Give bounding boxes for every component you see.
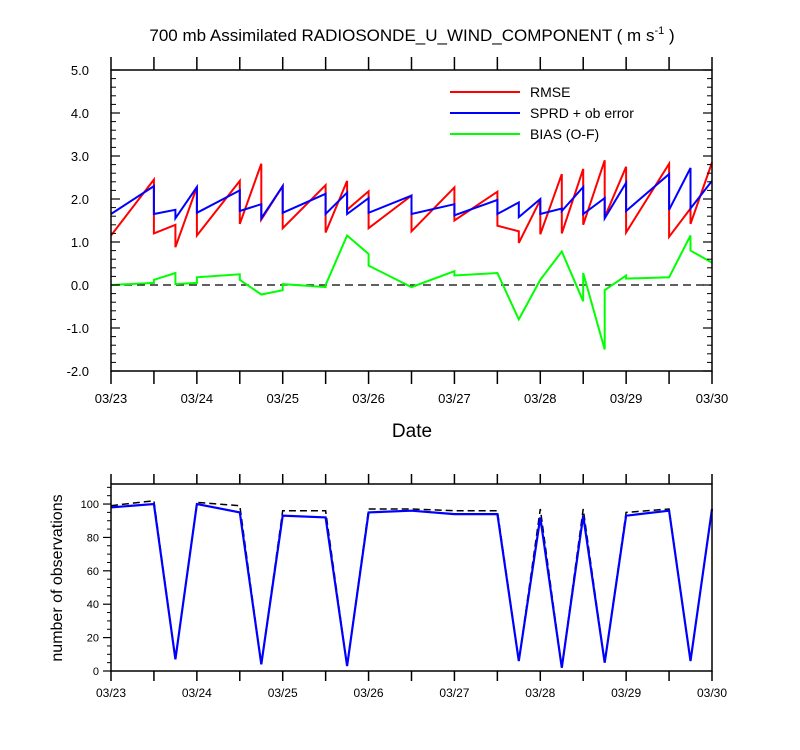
top-x-axis-title: Date: [392, 421, 432, 442]
bottom-x-tick-label: 03/29: [611, 686, 641, 700]
bottom-x-tick-label: 03/26: [354, 686, 384, 700]
bottom-y-tick-label: 80: [87, 532, 99, 544]
y-tick-label: 3.0: [71, 149, 89, 164]
bottom-chart-panel: 0 20 40 60 80 100 03/23 03/24 03/25 03/26 03/27 03/…: [49, 474, 727, 700]
y-tick-label: 2.0: [71, 192, 89, 207]
bottom-y-tick-label: 0: [93, 666, 99, 678]
x-tick-label: 03/25: [266, 391, 299, 406]
bottom-plot-frame: [110, 483, 713, 672]
bottom-x-tick-label: 03/23: [96, 686, 126, 700]
y-tick-label: 0.0: [71, 278, 89, 293]
x-tick-label: 03/30: [696, 391, 729, 406]
bottom-ticks: 0 20 40 60 80 100 03/23 03/24 03/25 03/26 03/27 03/…: [81, 474, 727, 700]
x-tick-label: 03/26: [352, 391, 385, 406]
x-tick-label: 03/29: [610, 391, 643, 406]
bottom-series-group: [110, 499, 714, 668]
top-chart-panel: -2.0 -1.0 0.0 1.0 2.0 3.0 4.0 5.0 03/23 03/24 03/2…: [67, 57, 729, 442]
top-plot-frame: [110, 69, 713, 372]
x-tick-label: 03/28: [524, 391, 557, 406]
x-tick-label: 03/24: [181, 391, 214, 406]
bottom-x-tick-label: 03/27: [439, 686, 469, 700]
y-tick-label: -1.0: [67, 321, 89, 336]
series-line-sprd-ob-error: [110, 167, 713, 222]
bottom-x-tick-label: 03/30: [697, 686, 727, 700]
bottom-y-axis-title: number of observations: [49, 494, 66, 661]
bottom-x-tick-label: 03/25: [268, 686, 298, 700]
bottom-y-tick-label: 60: [87, 566, 99, 578]
bottom-y-tick-label: 40: [87, 599, 99, 611]
obs-line-possible: [110, 499, 713, 668]
chart-title-superscript: -1: [654, 25, 664, 37]
x-tick-label: 03/23: [95, 391, 128, 406]
top-series-group: [110, 159, 713, 350]
y-tick-label: -2.0: [67, 364, 89, 379]
bottom-y-tick-label: 20: [87, 633, 99, 645]
chart-title-suffix: ): [664, 26, 674, 45]
bottom-x-tick-label: 03/24: [182, 686, 212, 700]
legend-label-bias: BIAS (O-F): [530, 126, 599, 142]
series-line-bias-o-f: [110, 233, 713, 350]
bottom-x-tick-label: 03/28: [525, 686, 555, 700]
obs-line-assimilated: [110, 502, 714, 668]
chart-title-main: 700 mb Assimilated RADIOSONDE_U_WIND_COM…: [149, 26, 654, 45]
legend-label-rmse: RMSE: [530, 84, 570, 100]
bottom-y-tick-label: 100: [81, 499, 99, 511]
chart-title: 700 mb Assimilated RADIOSONDE_U_WIND_COM…: [149, 25, 674, 45]
y-tick-label: 1.0: [71, 235, 89, 250]
y-tick-label: 4.0: [71, 106, 89, 121]
top-ticks: -2.0 -1.0 0.0 1.0 2.0 3.0 4.0 5.0 03/23 03/24 03/2…: [67, 57, 729, 406]
legend: RMSE SPRD + ob error BIAS (O-F): [450, 84, 634, 142]
y-tick-label: 5.0: [71, 63, 89, 78]
x-tick-label: 03/27: [438, 391, 471, 406]
legend-label-sprd: SPRD + ob error: [530, 105, 634, 121]
